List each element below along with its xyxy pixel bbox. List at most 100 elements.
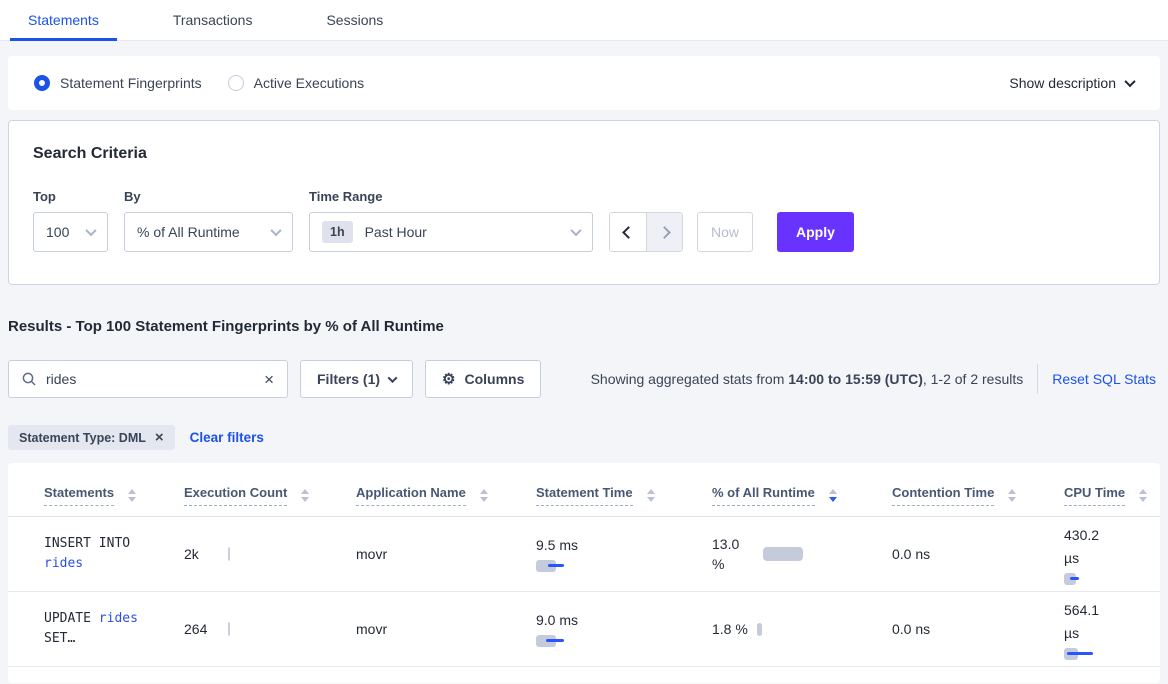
sort-icon[interactable] <box>128 489 137 502</box>
cpu-time-unit: µs <box>1064 624 1080 641</box>
application-name-cell: movr <box>356 621 388 637</box>
apply-button[interactable]: Apply <box>777 212 854 252</box>
tab-sessions[interactable]: Sessions <box>326 12 384 28</box>
header-statements[interactable]: Statements <box>44 471 184 516</box>
execution-count-cell: 2k <box>184 546 356 562</box>
filters-button[interactable]: Filters (1) <box>300 360 414 398</box>
time-range-select[interactable]: 1h Past Hour <box>309 212 593 252</box>
radio-active-executions[interactable]: Active Executions <box>227 75 364 91</box>
remove-filter-icon[interactable]: × <box>154 429 164 446</box>
filter-chip-row: Statement Type: DML × Clear filters <box>8 425 1160 450</box>
header-cpu-time[interactable]: CPU Time <box>1064 471 1160 516</box>
radio-selected-icon[interactable] <box>34 75 50 91</box>
header-execution-count[interactable]: Execution Count <box>184 471 356 516</box>
time-range-field: Time Range 1h Past Hour <box>309 189 593 252</box>
statement-time-cell: 9.0 ms <box>536 612 712 647</box>
radio-unselected-icon[interactable] <box>227 75 244 91</box>
cpu-time-bar <box>1064 647 1124 660</box>
filters-button-label: Filters (1) <box>317 371 381 387</box>
top-label: Top <box>33 189 56 204</box>
by-field: By % of All Runtime <box>124 189 293 252</box>
sql-text: INSERT INTO <box>44 536 131 551</box>
top-select-value: 100 <box>46 224 70 240</box>
view-toggle-strip: Statement Fingerprints Active Executions… <box>8 56 1160 110</box>
chevron-right-icon <box>658 225 671 239</box>
sql-text: SET… <box>44 631 76 646</box>
search-input[interactable] <box>46 371 265 387</box>
next-time-range-button[interactable] <box>646 213 682 251</box>
stats-time-range: 14:00 to 15:59 (UTC) <box>788 371 923 387</box>
filter-chip-statement-type[interactable]: Statement Type: DML × <box>8 425 175 450</box>
table-header-row: Statements Execution Count Application N… <box>8 471 1160 517</box>
cpu-time-cell: 564.1 µs <box>1064 599 1160 660</box>
tab-transactions[interactable]: Transactions <box>172 12 253 28</box>
chevron-left-icon <box>621 225 635 239</box>
top-tab-bar: Statements Transactions Sessions <box>0 0 1168 41</box>
clear-search-icon[interactable]: × <box>264 369 274 389</box>
sort-icon[interactable] <box>479 489 488 502</box>
previous-time-range-button[interactable] <box>610 213 646 251</box>
execution-count-value: 264 <box>184 621 208 637</box>
radio-statement-fingerprints[interactable]: Statement Fingerprints <box>34 75 202 91</box>
time-range-value: Past Hour <box>364 224 427 240</box>
toolbar-divider <box>1037 364 1039 394</box>
cpu-time-unit: µs <box>1064 549 1080 566</box>
results-heading: Results - Top 100 Statement Fingerprints… <box>8 318 444 335</box>
stats-suffix: , 1-2 of 2 results <box>922 371 1024 387</box>
search-box[interactable]: × <box>8 360 288 398</box>
sort-icon-active-desc[interactable] <box>828 489 837 502</box>
clear-filters-link[interactable]: Clear filters <box>189 430 264 445</box>
statement-time-bar <box>536 559 576 572</box>
pct-of-runtime-value: 13.0 % <box>712 536 740 572</box>
pct-of-runtime-cell: 1.8 % <box>712 621 892 637</box>
by-select[interactable]: % of All Runtime <box>124 212 293 252</box>
columns-button-label: Columns <box>464 371 525 387</box>
show-description-label: Show description <box>1009 75 1116 91</box>
statement-link[interactable]: rides <box>98 611 138 626</box>
pct-of-runtime-bar <box>756 622 762 636</box>
pct-of-runtime-bar <box>763 547 804 561</box>
top-field: Top 100 <box>33 189 108 252</box>
reset-sql-stats-link[interactable]: Reset SQL Stats <box>1052 371 1156 387</box>
stats-prefix: Showing aggregated stats from <box>590 371 789 387</box>
statement-time-cell: 9.5 ms <box>536 537 712 572</box>
pct-of-runtime-value: 1.8 % <box>712 621 748 637</box>
statement-fingerprint: INSERT INTO rides <box>44 534 162 574</box>
results-toolbar: × Filters (1) ⚙ Columns Showing aggregat… <box>8 360 1160 398</box>
sort-icon[interactable] <box>301 489 310 502</box>
statements-table: Statements Execution Count Application N… <box>8 463 1160 683</box>
sort-icon[interactable] <box>1008 489 1017 502</box>
execution-count-bar <box>228 622 230 636</box>
chevron-down-icon <box>387 372 398 383</box>
gear-icon: ⚙ <box>442 370 456 388</box>
time-range-label: Time Range <box>309 189 383 204</box>
sort-icon[interactable] <box>646 489 655 502</box>
header-application-name[interactable]: Application Name <box>356 471 536 516</box>
sort-icon[interactable] <box>1139 489 1148 502</box>
header-pct-of-all-runtime[interactable]: % of All Runtime <box>712 471 892 516</box>
cpu-time-value: 564.1 <box>1064 601 1100 618</box>
time-range-pager <box>609 212 683 252</box>
header-contention-time[interactable]: Contention Time <box>892 471 1064 516</box>
cpu-time-value: 430.2 <box>1064 526 1100 543</box>
table-row[interactable]: INSERT INTO rides 2k movr 9.5 ms 13.0 % … <box>8 517 1160 592</box>
filter-chip-label: Statement Type: DML <box>19 430 146 445</box>
statement-fingerprint: UPDATE rides SET… <box>44 609 162 649</box>
tab-statements[interactable]: Statements <box>10 0 117 41</box>
table-row[interactable]: UPDATE rides SET… 264 movr 9.0 ms 1.8 % … <box>8 592 1160 667</box>
header-statement-time[interactable]: Statement Time <box>536 471 712 516</box>
chevron-down-icon <box>85 224 97 237</box>
statement-time-bar <box>536 634 576 647</box>
chevron-down-icon <box>1124 75 1136 88</box>
show-description-toggle[interactable]: Show description <box>1009 75 1136 91</box>
statement-link[interactable]: rides <box>44 556 84 571</box>
statement-time-value: 9.0 ms <box>536 611 579 628</box>
contention-time-cell: 0.0 ns <box>892 621 931 637</box>
top-select[interactable]: 100 <box>33 212 108 252</box>
pct-of-runtime-cell: 13.0 % <box>712 534 892 574</box>
time-range-badge: 1h <box>322 221 353 243</box>
chevron-down-icon <box>270 224 282 237</box>
columns-button[interactable]: ⚙ Columns <box>425 360 542 398</box>
execution-count-cell: 264 <box>184 621 356 637</box>
now-button[interactable]: Now <box>697 212 753 252</box>
